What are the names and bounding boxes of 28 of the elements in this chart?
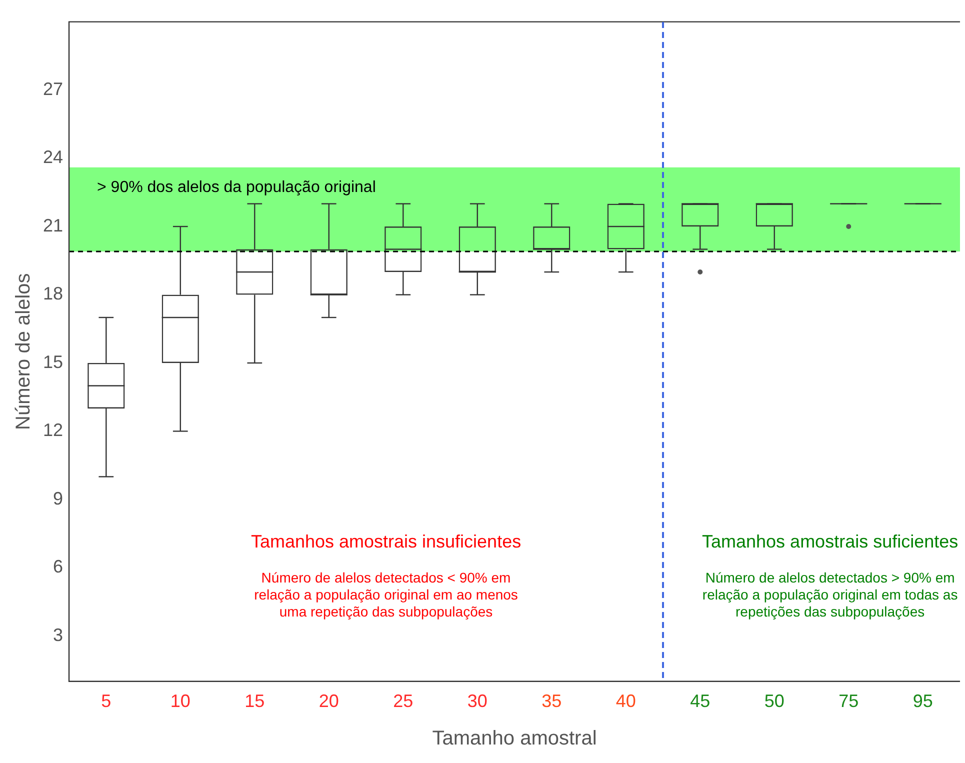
y-tick-label: 15 bbox=[42, 352, 64, 372]
annotation: Número de alelos detectados > 90% em relação a população original em todas as repetições das subpopulações bbox=[702, 570, 958, 620]
x-tick-label: 5 bbox=[101, 691, 112, 712]
y-tick-label: 9 bbox=[53, 488, 64, 508]
y-axis-title: Número de alelos bbox=[12, 273, 35, 430]
y-tick-label: 27 bbox=[42, 79, 64, 100]
x-tick-label: 95 bbox=[912, 691, 933, 712]
x-tick-label: 10 bbox=[170, 691, 190, 712]
y-tick-label: 6 bbox=[53, 556, 64, 577]
x-tick-label: 50 bbox=[764, 691, 784, 712]
x-tick-label: 30 bbox=[467, 691, 488, 712]
x-tick-label: 35 bbox=[542, 691, 562, 712]
y-tick-label: 21 bbox=[42, 215, 64, 236]
x-axis-title: Tamanho amostral bbox=[432, 728, 597, 750]
y-tick-label: 18 bbox=[42, 284, 64, 304]
x-tick-label: 45 bbox=[690, 691, 710, 712]
annotation: Tamanhos amostrais suficientes bbox=[702, 532, 958, 552]
y-tick-label: 3 bbox=[53, 624, 64, 645]
annotation: Tamanhos amostrais insuficientes bbox=[250, 532, 522, 552]
x-tick-label: 40 bbox=[616, 691, 636, 712]
y-tick-label: 24 bbox=[42, 147, 64, 168]
x-tick-label: 75 bbox=[838, 691, 859, 712]
x-tick-label: 25 bbox=[393, 691, 414, 712]
x-tick-label: 15 bbox=[244, 691, 265, 712]
y-tick-label: 12 bbox=[42, 420, 64, 440]
x-tick-label: 20 bbox=[318, 691, 339, 712]
annotation: Número de alelos detectados < 90% em relação a população original em ao menos uma repetição das subpopulações bbox=[254, 570, 518, 620]
band-label: > 90% dos alelos da população original bbox=[97, 178, 376, 196]
